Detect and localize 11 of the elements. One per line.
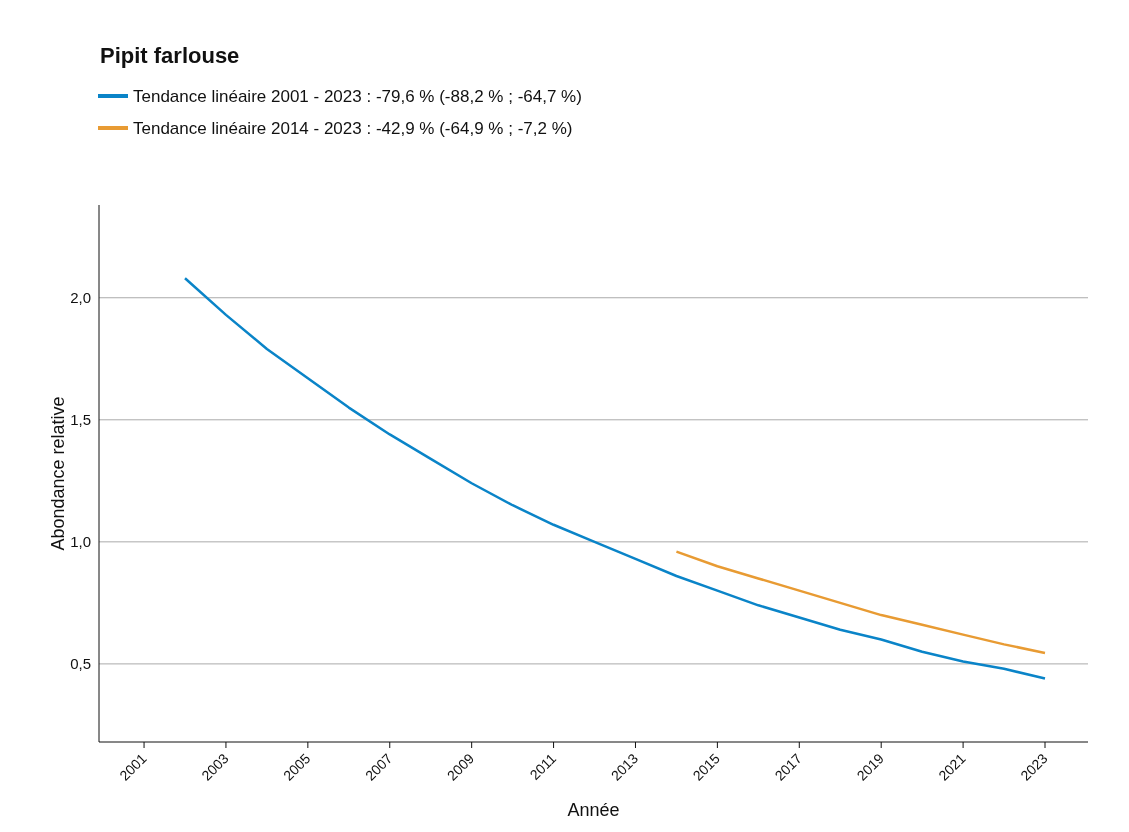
chart-title: Pipit farlouse (100, 43, 240, 68)
legend-label: Tendance linéaire 2001 - 2023 : -79,6 % (-88,2 % ; -64,7 %) (133, 87, 582, 106)
legend-label: Tendance linéaire 2014 - 2023 : -42,9 % (-64,9 % ; -7,2 %) (133, 119, 573, 138)
line-series (183, 276, 1047, 680)
y-tick-label: 2,0 (70, 289, 91, 306)
x-axis-title: Année (567, 800, 620, 820)
y-tick-label: 0,5 (70, 655, 91, 673)
line-series (675, 550, 1047, 655)
y-tick-label: 1,0 (70, 533, 91, 551)
y-axis-title: Abondance relative (48, 396, 68, 551)
y-tick-label: 1,5 (70, 411, 91, 429)
